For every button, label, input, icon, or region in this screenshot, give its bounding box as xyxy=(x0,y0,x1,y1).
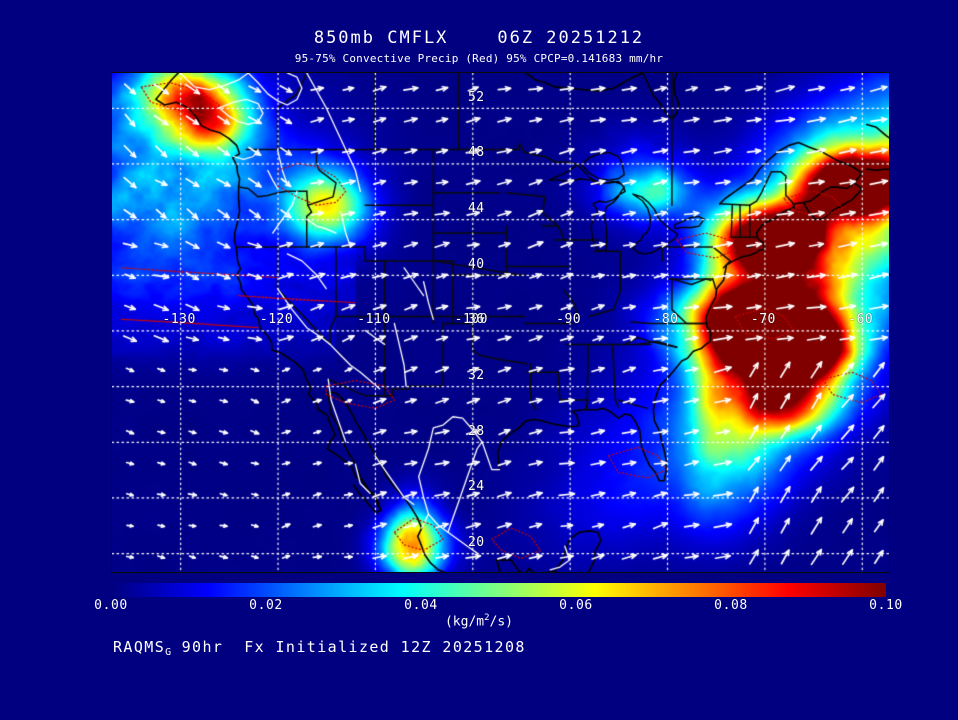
colorbar xyxy=(111,583,886,597)
colorbar-tick-label: 0.06 xyxy=(559,598,593,613)
model-subscript: G xyxy=(165,647,172,658)
colorbar-label-prefix: (kg/m xyxy=(444,614,485,630)
colorbar-tick-label: 0.04 xyxy=(404,598,438,613)
colorbar-label-suffix: /s) xyxy=(489,614,514,630)
colorbar-tick-label: 0.02 xyxy=(249,598,283,613)
colorbar-label: (kg/m2/s) xyxy=(0,613,958,629)
page-subtitle: 95-75% Convective Precip (Red) 95% CPCP=… xyxy=(294,52,664,65)
model-name: RAQMS xyxy=(113,638,166,656)
map-overlay-layer xyxy=(112,73,889,572)
colorbar-gradient xyxy=(111,583,886,597)
page-title: 850mb CMFLX 06Z 20251212 xyxy=(313,28,645,48)
colorbar-tick-label: 0.08 xyxy=(714,598,748,613)
colorbar-tick-label: 0.00 xyxy=(94,598,128,613)
footer-caption: RAQMSG 90hr Fx Initialized 12Z 20251208 xyxy=(113,638,526,658)
map-plot-area xyxy=(111,72,890,573)
footer-text: 90hr Fx Initialized 12Z 20251208 xyxy=(171,638,526,656)
colorbar-label-exponent: 2 xyxy=(484,613,490,623)
colorbar-tick-label: 0.10 xyxy=(869,598,903,613)
